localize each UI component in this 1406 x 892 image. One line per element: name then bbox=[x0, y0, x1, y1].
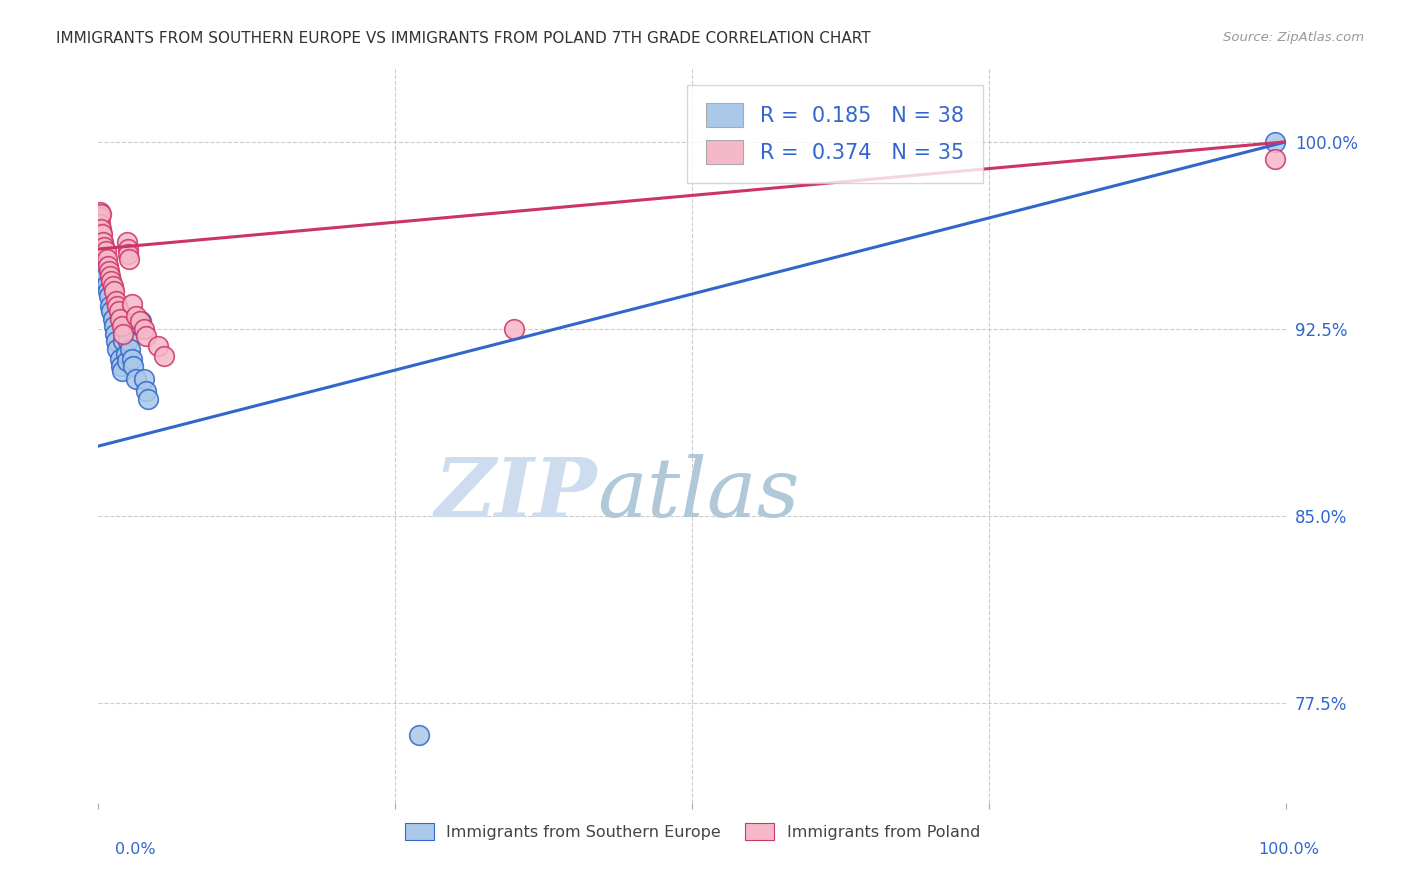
Point bbox=[105, 334, 128, 349]
Point bbox=[125, 372, 148, 386]
Point bbox=[100, 304, 122, 318]
Point bbox=[97, 260, 120, 274]
Legend: Immigrants from Southern Europe, Immigrants from Poland: Immigrants from Southern Europe, Immigra… bbox=[398, 817, 987, 847]
Point bbox=[1264, 152, 1286, 166]
Point bbox=[128, 317, 150, 331]
Point bbox=[121, 351, 143, 366]
Point bbox=[111, 364, 134, 378]
Point bbox=[117, 247, 139, 261]
Point bbox=[117, 334, 139, 349]
Point bbox=[91, 235, 114, 249]
Point bbox=[91, 244, 114, 259]
Point bbox=[89, 219, 111, 234]
Text: 100.0%: 100.0% bbox=[1258, 842, 1319, 856]
Point bbox=[129, 314, 152, 328]
Point bbox=[110, 359, 132, 374]
Point bbox=[105, 294, 128, 309]
Point bbox=[121, 297, 143, 311]
Point bbox=[107, 299, 129, 313]
Point bbox=[91, 227, 114, 241]
Point bbox=[1264, 135, 1286, 149]
Point bbox=[111, 319, 134, 334]
Point bbox=[117, 242, 139, 256]
Point bbox=[98, 264, 121, 278]
Point bbox=[91, 235, 114, 249]
Point bbox=[112, 326, 135, 341]
Point bbox=[89, 229, 111, 244]
Point bbox=[115, 235, 138, 249]
Point bbox=[146, 339, 169, 353]
Point bbox=[107, 342, 129, 356]
Point bbox=[90, 225, 112, 239]
Point bbox=[129, 314, 152, 328]
Point bbox=[94, 244, 117, 259]
Point bbox=[132, 372, 155, 386]
Point bbox=[108, 351, 131, 366]
Point bbox=[98, 299, 121, 313]
Point bbox=[503, 322, 526, 336]
Point bbox=[97, 285, 120, 299]
Point bbox=[152, 349, 174, 363]
Point bbox=[103, 285, 125, 299]
Point bbox=[108, 311, 131, 326]
Point bbox=[91, 247, 114, 261]
Text: IMMIGRANTS FROM SOUTHERN EUROPE VS IMMIGRANTS FROM POLAND 7TH GRADE CORRELATION : IMMIGRANTS FROM SOUTHERN EUROPE VS IMMIG… bbox=[56, 31, 870, 46]
Point bbox=[125, 310, 148, 324]
Point bbox=[89, 210, 111, 224]
Point bbox=[115, 354, 138, 368]
Point bbox=[408, 728, 430, 742]
Text: 0.0%: 0.0% bbox=[115, 842, 156, 856]
Point bbox=[89, 204, 111, 219]
Text: Source: ZipAtlas.com: Source: ZipAtlas.com bbox=[1223, 31, 1364, 45]
Point bbox=[90, 207, 112, 221]
Point bbox=[132, 322, 155, 336]
Point bbox=[122, 359, 145, 374]
Point bbox=[136, 392, 159, 406]
Point bbox=[101, 311, 124, 326]
Point bbox=[114, 347, 136, 361]
Point bbox=[107, 304, 129, 318]
Point bbox=[93, 264, 115, 278]
Point bbox=[98, 269, 121, 284]
Text: ZIP: ZIP bbox=[434, 454, 598, 533]
Point bbox=[112, 334, 135, 349]
Point bbox=[96, 252, 118, 266]
Point bbox=[135, 329, 157, 343]
Point bbox=[90, 222, 112, 236]
Text: atlas: atlas bbox=[598, 454, 800, 533]
Point bbox=[120, 342, 142, 356]
Point bbox=[96, 277, 118, 291]
Point bbox=[104, 326, 127, 341]
Point bbox=[118, 252, 141, 266]
Point bbox=[98, 289, 121, 303]
Point bbox=[94, 269, 117, 284]
Point bbox=[135, 384, 157, 399]
Point bbox=[89, 217, 111, 231]
Point bbox=[103, 319, 125, 334]
Point bbox=[114, 322, 136, 336]
Point bbox=[91, 260, 114, 274]
Point bbox=[93, 239, 115, 253]
Point bbox=[100, 275, 122, 289]
Point bbox=[101, 279, 124, 293]
